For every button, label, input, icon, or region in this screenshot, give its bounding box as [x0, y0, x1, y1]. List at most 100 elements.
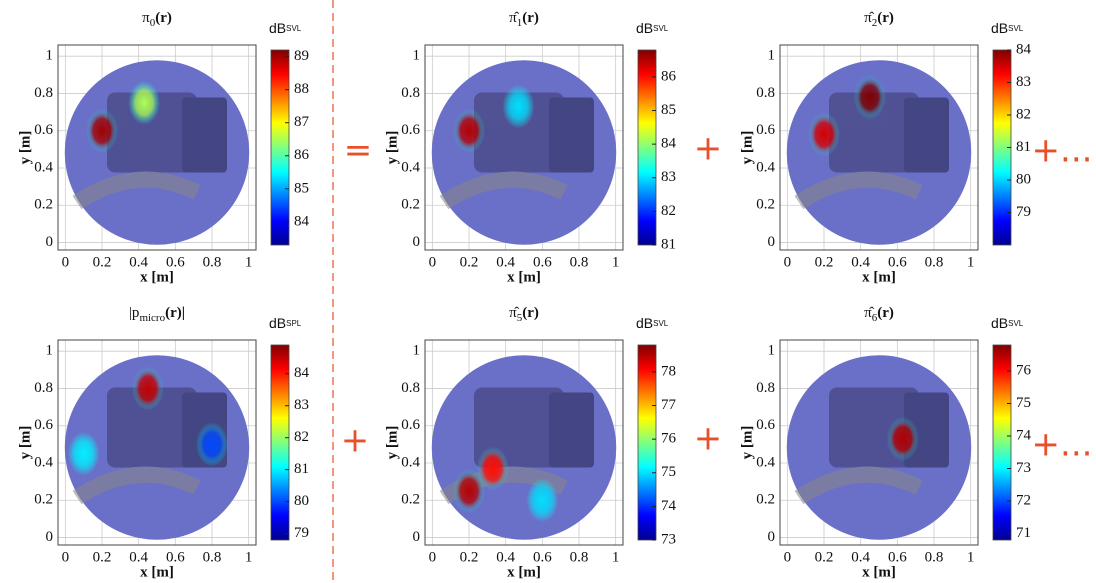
x-tick-label: 0.4 — [129, 254, 148, 270]
x-tick-label: 0 — [429, 549, 437, 565]
colorbar — [270, 344, 290, 541]
y-tick-label: 0.6 — [401, 122, 420, 138]
x-axis-label: x [m] — [507, 269, 541, 285]
chart-title: |pmicro(r)| — [129, 305, 185, 323]
y-tick-label: 0.2 — [756, 492, 775, 508]
x-tick-label: 0 — [784, 549, 792, 565]
y-tick-label: 0.8 — [401, 85, 420, 101]
x-tick-label: 0.4 — [496, 549, 515, 565]
x-tick-label: 0.2 — [93, 254, 112, 270]
y-axis-label: y [m] — [739, 131, 755, 165]
y-tick-label: 0 — [46, 529, 54, 545]
hotspot — [886, 416, 919, 461]
x-tick-label: 1 — [612, 549, 620, 565]
y-tick-label: 0.4 — [34, 454, 53, 470]
plot-frame — [779, 44, 979, 251]
hotspot — [196, 422, 228, 467]
x-tick-label: 0.2 — [815, 254, 834, 270]
x-tick-label: 0.6 — [533, 254, 552, 270]
x-tick-label: 0.6 — [888, 549, 907, 565]
colorbar-tick-label: 88 — [294, 81, 309, 97]
y-tick-label: 1 — [413, 343, 421, 359]
hotspot — [131, 366, 164, 411]
hotspot — [67, 431, 100, 476]
y-tick-label: 1 — [413, 48, 421, 64]
operator: + — [694, 419, 723, 459]
y-tick-label: 0 — [413, 529, 421, 545]
y-tick-label: 0.8 — [756, 380, 775, 396]
hotspot — [526, 478, 559, 523]
x-axis-label: x [m] — [862, 564, 896, 580]
y-tick-label: 0.4 — [34, 159, 53, 175]
colorbar-tick-label: 82 — [1016, 106, 1031, 122]
colorbar-tick-label: 75 — [661, 464, 676, 480]
y-tick-label: 0.4 — [401, 159, 420, 175]
colorbar-tick-label: 81 — [1016, 139, 1031, 155]
x-tick-label: 0 — [784, 254, 792, 270]
x-tick-label: 0 — [62, 549, 70, 565]
y-tick-label: 0.6 — [756, 122, 775, 138]
colorbar-label: dBSVL — [991, 315, 1024, 331]
plot-frame — [779, 339, 979, 546]
colorbar-tick-label: 89 — [294, 48, 309, 64]
x-tick-label: 0.2 — [93, 549, 112, 565]
hotspot — [128, 80, 161, 125]
chart-title: π̂5(r) — [509, 305, 539, 323]
y-tick-label: 0.8 — [401, 380, 420, 396]
x-tick-label: 0.6 — [166, 549, 185, 565]
chart-title: π0(r) — [142, 10, 172, 28]
colorbar-tick-label: 87 — [294, 114, 310, 130]
colorbar-tick-label: 83 — [661, 169, 676, 185]
colorbar — [270, 49, 290, 246]
x-axis-label: x [m] — [507, 564, 541, 580]
colorbar-tick-label: 83 — [1016, 74, 1031, 90]
colorbar-tick-label: 72 — [1016, 492, 1031, 508]
y-tick-label: 0.2 — [34, 197, 53, 213]
colorbar-tick-label: 86 — [661, 68, 677, 84]
y-tick-label: 0 — [46, 234, 54, 250]
colorbar-tick-label: 84 — [1016, 41, 1032, 57]
colorbar-tick-label: 84 — [294, 213, 310, 229]
colorbar-label: dBSPL — [269, 315, 302, 331]
x-tick-label: 0.4 — [496, 254, 515, 270]
colorbar-tick-label: 77 — [661, 397, 677, 413]
x-tick-label: 1 — [967, 549, 975, 565]
colorbar-tick-label: 82 — [294, 429, 309, 445]
x-tick-label: 0.6 — [533, 549, 552, 565]
colorbar-tick-label: 79 — [294, 525, 309, 541]
x-tick-label: 0.2 — [815, 549, 834, 565]
colorbar-tick-label: 74 — [1016, 427, 1032, 443]
colorbar-tick-label: 76 — [661, 431, 677, 447]
colorbar-label: dBSVL — [991, 20, 1024, 36]
x-tick-label: 0.8 — [570, 549, 589, 565]
y-tick-label: 0 — [768, 529, 776, 545]
colorbar-tick-label: 74 — [661, 498, 677, 514]
y-tick-label: 0.2 — [34, 492, 53, 508]
y-tick-label: 0.2 — [756, 197, 775, 213]
x-tick-label: 1 — [245, 549, 253, 565]
x-tick-label: 0.6 — [888, 254, 907, 270]
colorbar-tick-label: 75 — [1016, 395, 1031, 411]
x-tick-label: 0.2 — [460, 254, 479, 270]
y-tick-label: 0.6 — [756, 417, 775, 433]
hotspot — [502, 84, 535, 129]
y-axis-label: y [m] — [17, 131, 33, 165]
x-tick-label: 1 — [612, 254, 620, 270]
x-axis-label: x [m] — [140, 269, 174, 285]
x-tick-label: 0.2 — [460, 549, 479, 565]
colorbar-label: dBSVL — [636, 315, 669, 331]
x-tick-label: 0.4 — [129, 549, 148, 565]
chart-title: π̂1(r) — [509, 10, 539, 28]
y-axis-label: y [m] — [17, 426, 33, 460]
x-tick-label: 0.8 — [925, 549, 944, 565]
y-axis-label: y [m] — [739, 426, 755, 460]
plot-frame — [424, 339, 624, 546]
colorbar-tick-label: 79 — [1016, 204, 1031, 220]
y-tick-label: 0.6 — [401, 417, 420, 433]
x-tick-label: 0.8 — [570, 254, 589, 270]
colorbar-tick-label: 85 — [294, 180, 309, 196]
x-axis-label: x [m] — [140, 564, 174, 580]
x-tick-label: 1 — [967, 254, 975, 270]
hotspot — [853, 75, 886, 120]
